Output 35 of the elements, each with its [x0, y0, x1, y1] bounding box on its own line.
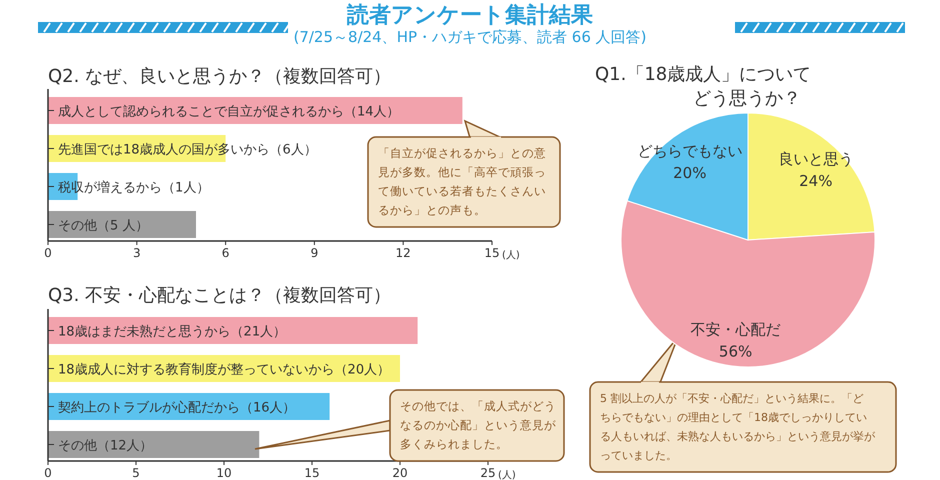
- y-tick-label: 18歳はまだ未熟だと思うから（21人）: [58, 324, 286, 340]
- slice-label: 良いと思う: [778, 150, 854, 168]
- x-tick-label: 0: [44, 246, 52, 260]
- annotation: その他では、「成人式がどうなるのか心配」という意見が多くみられました。: [400, 399, 557, 451]
- y-tick-label: 18歳成人に対する教育制度が整っていないから（20人）: [58, 362, 390, 378]
- x-tick-label: 5: [132, 466, 140, 480]
- x-axis-title: (人): [502, 250, 520, 261]
- data-label: 56%: [718, 342, 752, 360]
- x-axis-title: (人): [498, 470, 516, 480]
- annotation: 「自立が促されるから」との意見が多数。他に「高卒で頑張って働いている若者もたくさんいるから」との声も。: [378, 146, 546, 217]
- chart-title: Q2. なぜ、良いと思うか？（複数回答可）: [48, 66, 392, 87]
- y-tick-label: その他（12人）: [58, 438, 153, 454]
- x-tick-label: 6: [222, 246, 230, 260]
- text: (7/25～8/24、HP・ハガキで応募、読者 66 人回答): [293, 28, 647, 46]
- x-tick-label: 10: [216, 466, 232, 480]
- data-label: 24%: [799, 172, 832, 190]
- y-tick-label: 契約上のトラブルが心配だから（16人）: [58, 400, 296, 416]
- data-label: 20%: [673, 164, 706, 182]
- chart-title: Q1.「18歳成人」についてどう思うか？: [595, 64, 812, 109]
- text: 5 割以上の人が「不安・心配だ」という結果に。「どちらでもない」の理由として「18歳でしっかりしている人もいれば、未熟な人もいるから」という意見が挙がっていました。: [600, 392, 876, 462]
- text: 読者アンケート集計結果: [346, 3, 594, 28]
- x-tick-label: 3: [132, 246, 141, 260]
- bar: [48, 211, 196, 238]
- bar: [48, 317, 418, 344]
- y-tick-label: 成人として認められることで自立が促されるから（14人）: [58, 104, 400, 120]
- x-tick-label: 25: [480, 466, 496, 480]
- x-tick-label: 9: [310, 246, 318, 260]
- x-tick-label: 0: [44, 466, 52, 480]
- y-tick-label: その他（5 人）: [58, 218, 148, 234]
- chart-title: Q3. 不安・心配なことは？（複数回答可）: [48, 285, 392, 306]
- x-tick-label: 20: [392, 466, 408, 480]
- x-tick-label: 15: [304, 466, 320, 480]
- x-tick-label: 12: [396, 246, 411, 260]
- slice-label: 不安・心配だ: [690, 320, 781, 338]
- x-tick-label: 15: [484, 246, 500, 260]
